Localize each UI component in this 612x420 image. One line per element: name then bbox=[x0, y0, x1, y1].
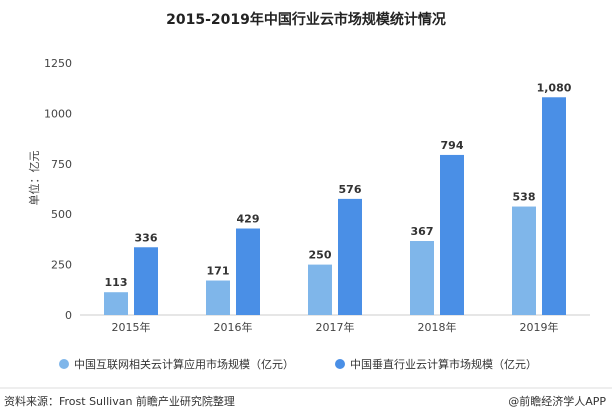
y-axis-label: 单位：亿元 bbox=[27, 151, 41, 206]
bar-series-1 bbox=[104, 292, 128, 315]
bar-value-label: 429 bbox=[237, 213, 260, 226]
legend-label-series-1: 中国互联网相关云计算应用市场规模（亿元） bbox=[74, 357, 294, 371]
bars bbox=[104, 97, 566, 315]
bar-value-label: 113 bbox=[105, 276, 128, 289]
legend-marker-series-2 bbox=[335, 359, 345, 369]
y-tick-label: 250 bbox=[51, 259, 72, 272]
bar-series-1 bbox=[512, 206, 536, 315]
y-tick-label: 1000 bbox=[44, 107, 72, 120]
bar-value-label: 1,080 bbox=[537, 81, 572, 94]
x-axis-ticks: 2015年 2016年 2017年 2018年 2019年 bbox=[112, 320, 559, 334]
legend-label-series-2: 中国垂直行业云计算市场规模（亿元） bbox=[350, 357, 537, 371]
y-tick-label: 1250 bbox=[44, 57, 72, 70]
chart-title: 2015-2019年中国行业云市场规模统计情况 bbox=[166, 11, 446, 28]
bar-series-1 bbox=[308, 264, 332, 315]
brand-text: @前瞻经济学人APP bbox=[508, 394, 606, 408]
x-tick-label: 2015年 bbox=[112, 320, 151, 334]
bar-series-2 bbox=[134, 247, 158, 315]
y-axis-ticks: 0 250 500 750 1000 1250 bbox=[44, 57, 72, 322]
x-tick-label: 2019年 bbox=[520, 320, 559, 334]
x-tick-label: 2016年 bbox=[214, 320, 253, 334]
legend-marker-series-1 bbox=[59, 359, 69, 369]
bar-series-1 bbox=[206, 280, 230, 315]
bar-series-1 bbox=[410, 241, 434, 315]
y-tick-label: 0 bbox=[65, 309, 72, 322]
bar-value-label: 538 bbox=[513, 191, 536, 204]
bar-value-label: 171 bbox=[207, 265, 230, 278]
source-text: 资料来源：Frost Sullivan 前瞻产业研究院整理 bbox=[4, 394, 235, 408]
bar-value-label: 576 bbox=[339, 183, 362, 196]
legend: 中国互联网相关云计算应用市场规模（亿元） 中国垂直行业云计算市场规模（亿元） bbox=[59, 357, 537, 371]
bar-value-label: 794 bbox=[441, 139, 464, 152]
bar-series-2 bbox=[236, 228, 260, 315]
x-tick-label: 2018年 bbox=[418, 320, 457, 334]
bar-value-labels: 113 336 171 429 250 576 367 794 538 1,080 bbox=[105, 81, 572, 289]
bar-series-2 bbox=[338, 198, 362, 315]
bar-value-label: 367 bbox=[411, 225, 434, 238]
bar-value-label: 250 bbox=[309, 249, 332, 262]
bar-series-2 bbox=[440, 154, 464, 315]
bar-series-2 bbox=[542, 97, 566, 315]
y-tick-label: 500 bbox=[51, 208, 72, 221]
x-tick-label: 2017年 bbox=[316, 320, 355, 334]
bar-value-label: 336 bbox=[135, 231, 158, 244]
y-tick-label: 750 bbox=[51, 158, 72, 171]
